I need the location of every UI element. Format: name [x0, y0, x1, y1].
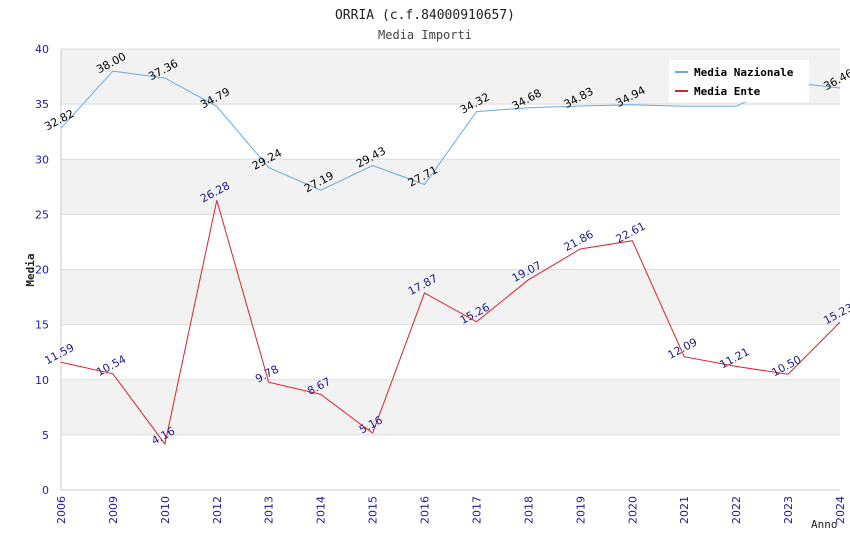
series-lines [60, 70, 841, 446]
x-tick-label-2012: 2012 [211, 496, 224, 524]
x-tick-label-2018: 2018 [522, 496, 535, 524]
x-axis-label: Anno [811, 518, 838, 531]
band-5-10 [61, 379, 840, 435]
axes [60, 49, 840, 491]
data-label-media-ente-2020: 22.61 [614, 219, 648, 245]
legend-label-media-ente: Media Ente [694, 85, 761, 98]
x-tick-label-2022: 2022 [730, 496, 743, 524]
chart-subtitle: Media Importi [378, 28, 472, 42]
band-15-20 [61, 269, 840, 325]
x-tick-label-2023: 2023 [782, 496, 795, 524]
band-25-30 [61, 159, 840, 215]
y-tick-label-5: 5 [42, 429, 49, 442]
chart-title: ORRIA (c.f.84000910657) [335, 8, 515, 23]
series-line-media-nazionale [60, 70, 841, 191]
data-label-media-ente-2023: 10.50 [769, 353, 803, 379]
data-label-media-ente-2009: 10.54 [94, 353, 128, 379]
background-bands [61, 49, 840, 435]
y-tick-label-10: 10 [35, 374, 49, 387]
y-tick-label-0: 0 [42, 484, 49, 497]
x-tick-label-2006: 2006 [55, 496, 68, 524]
x-tick-label-2017: 2017 [470, 496, 483, 524]
y-tick-label-30: 30 [35, 153, 49, 166]
y-tick-label-35: 35 [35, 98, 49, 111]
x-tick-label-2016: 2016 [419, 496, 432, 524]
y-tick-label-25: 25 [35, 208, 49, 221]
x-tick-label-2009: 2009 [107, 496, 120, 524]
x-tick-label-2015: 2015 [367, 496, 380, 524]
data-label-media-ente-2021: 12.09 [666, 335, 700, 361]
x-tick-label-2014: 2014 [315, 496, 328, 524]
y-tick-label-15: 15 [35, 319, 49, 332]
y-tick-label-40: 40 [35, 43, 49, 56]
x-tick-label-2010: 2010 [159, 496, 172, 524]
data-label-media-ente-2006: 11.59 [42, 341, 76, 367]
series-line-media-ente [60, 200, 841, 446]
y-tick-labels: 0 5 10 15 20 25 30 35 40 [35, 43, 49, 497]
legend: Media Nazionale Media Ente [669, 60, 809, 102]
legend-box [669, 60, 809, 102]
x-tick-label-2013: 2013 [263, 496, 276, 524]
x-tick-label-2021: 2021 [678, 496, 691, 524]
y-tick-label-20: 20 [35, 264, 49, 277]
legend-label-media-nazionale: Media Nazionale [694, 66, 794, 79]
x-tick-label-2024: 2024 [834, 496, 847, 524]
x-tick-label-2020: 2020 [626, 496, 639, 524]
x-tick-labels: 2006 2009 2010 2012 2013 2014 2015 2016 2017 2018… [55, 496, 847, 524]
y-axis-label: Media [24, 253, 37, 286]
x-tick-label-2019: 2019 [574, 496, 587, 524]
